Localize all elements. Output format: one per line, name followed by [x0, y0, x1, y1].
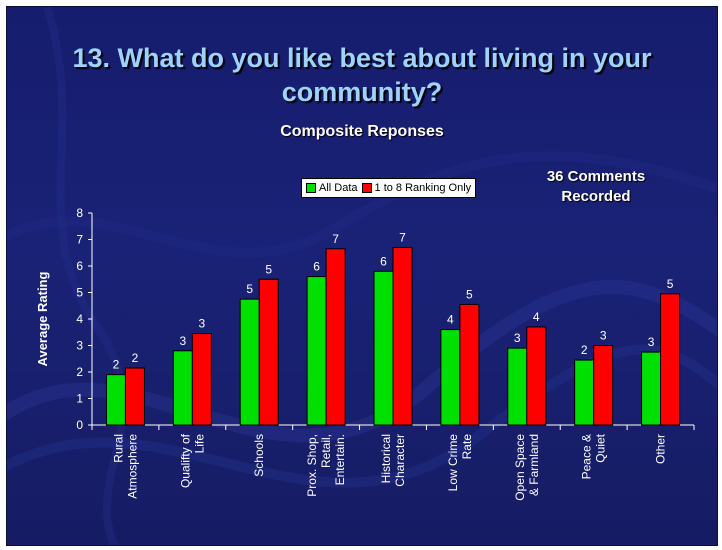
bar-ranking [124, 367, 145, 426]
data-label-ranking: 2 [132, 351, 139, 365]
data-label-ranking: 4 [533, 310, 540, 324]
bar-ranking [459, 303, 480, 426]
x-category-label-line: & Farmland [527, 434, 541, 496]
comments-count-note: 36 Comments Recorded [546, 168, 646, 205]
legend-label-all-data: All Data [319, 182, 358, 194]
y-tick-label: 0 [76, 418, 83, 432]
x-category-label-line: Prox. Shop, [305, 434, 319, 497]
data-label-ranking: 7 [399, 230, 406, 244]
bar-all-data [373, 270, 394, 426]
chart-legend: All Data 1 to 8 Ranking Only [301, 178, 477, 198]
x-category-label-line: Historical [379, 434, 393, 483]
y-tick-label: 1 [76, 392, 83, 406]
bar-all-data [306, 276, 327, 426]
bar-ranking [593, 345, 614, 426]
bar-all-data [172, 350, 193, 426]
data-label-all-data: 6 [313, 260, 320, 274]
y-tick-label: 2 [76, 365, 83, 379]
bar-all-data [507, 347, 528, 426]
bar-all-data [239, 298, 260, 426]
x-category-label-line: Rural [111, 434, 125, 463]
data-label-all-data: 3 [514, 331, 521, 345]
x-category-label: HistoricalCharacter [379, 434, 407, 487]
legend-swatch-ranking [361, 183, 372, 193]
x-category-label: Peace &Quiet [580, 433, 608, 479]
x-category-label: RuralAtmosphere [111, 434, 139, 499]
y-tick-label: 4 [76, 312, 83, 326]
x-category-label: Low CrimeRate [446, 434, 474, 492]
x-category-label-line: Quiet [594, 433, 608, 462]
data-label-all-data: 3 [648, 335, 655, 349]
data-label-ranking: 3 [198, 317, 205, 331]
bar-ranking [660, 293, 681, 426]
bar-ranking [191, 333, 212, 426]
x-category-label-line: Life [192, 434, 206, 454]
data-label-ranking: 5 [265, 262, 272, 276]
slide: 13. What do you like best about living i… [6, 6, 718, 546]
legend-label-ranking: 1 to 8 Ranking Only [374, 182, 472, 194]
data-label-all-data: 5 [246, 282, 253, 296]
bar-all-data [574, 359, 595, 426]
data-label-all-data: 4 [447, 313, 454, 327]
data-label-ranking: 5 [667, 277, 674, 291]
bar-ranking [258, 278, 279, 426]
x-category-label-line: Atmosphere [125, 434, 139, 499]
x-category-label-line: Character [393, 434, 407, 487]
x-category-label-line: Peace & [580, 434, 594, 479]
bar-all-data [440, 329, 461, 426]
data-label-all-data: 3 [179, 334, 186, 348]
y-tick-label: 3 [76, 339, 83, 353]
data-label-ranking: 7 [332, 232, 339, 246]
x-category-label: Open Space& Farmland [513, 434, 541, 501]
bar-all-data [105, 374, 126, 426]
bar-ranking [392, 246, 413, 426]
x-category-label-line: Qualifty of [178, 433, 192, 488]
data-label-ranking: 5 [466, 287, 473, 301]
data-label-all-data: 2 [113, 358, 120, 372]
bar-all-data [641, 351, 662, 426]
x-category-label: Qualifty ofLife [178, 433, 206, 488]
x-category-label-line: Low Crime [446, 434, 460, 492]
x-category-label: Prox. Shop,Retail,Entertain. [305, 434, 347, 497]
legend-swatch-all-data [306, 183, 316, 193]
x-category-label-line: Entertain. [333, 434, 347, 485]
y-tick-label: 7 [76, 233, 83, 247]
y-tick-label: 5 [76, 286, 83, 300]
chart-subtitle: Composite Reponses [280, 123, 444, 140]
x-category-label-line: Rate [460, 434, 474, 460]
data-label-ranking: 3 [600, 329, 607, 343]
legend-item-ranking: 1 to 8 Ranking Only [361, 182, 472, 194]
x-category-label: Schools [252, 434, 266, 477]
x-category-label-line: Schools [252, 434, 266, 477]
page-title: 13. What do you like best about living i… [72, 43, 652, 107]
legend-item-all-data: All Data [306, 182, 358, 194]
x-category-label: Other [654, 434, 668, 464]
data-label-all-data: 2 [581, 343, 588, 357]
y-tick-label: 6 [76, 259, 83, 273]
bar-ranking [325, 248, 346, 426]
x-category-label-line: Open Space [513, 434, 527, 501]
x-category-label-line: Retail, [319, 434, 333, 468]
y-axis-title: Average Rating [35, 272, 50, 367]
y-tick-label: 8 [76, 206, 83, 220]
bar-ranking [526, 326, 547, 426]
x-category-label-line: Other [654, 434, 668, 464]
data-label-all-data: 6 [380, 254, 387, 268]
